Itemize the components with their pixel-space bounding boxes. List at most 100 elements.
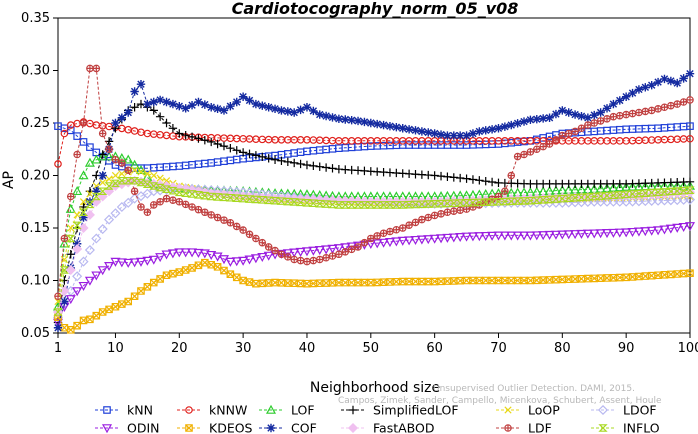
data-point-kdeos (481, 276, 490, 285)
y-axis-label: AP (1, 171, 17, 189)
data-point-ldf (73, 150, 81, 159)
data-point-cof (475, 127, 484, 136)
data-point-odin (506, 231, 517, 241)
data-point-odin (238, 256, 249, 266)
data-point-simplifiedlof (264, 154, 273, 163)
data-point-cof (149, 97, 158, 107)
data-point-kdeos (73, 321, 81, 330)
data-point-cof (653, 77, 663, 87)
data-point-inflo (570, 193, 580, 202)
data-point-odin (544, 230, 555, 240)
data-point-knnw (73, 119, 81, 128)
data-point-ldf (430, 211, 439, 220)
x-tick-label: 60 (426, 341, 443, 356)
data-point-cof (315, 110, 324, 119)
legend-marker-kdeos (185, 424, 193, 432)
data-point-ldf (609, 112, 618, 121)
data-point-ldf (354, 243, 362, 251)
series-line-loop (57, 169, 691, 302)
data-point-inflo (461, 199, 472, 207)
data-point-kdeos (92, 311, 101, 320)
data-point-ldf (245, 230, 254, 239)
data-point-odin (557, 230, 568, 240)
data-point-fastabod (84, 209, 95, 220)
data-point-inflo (519, 197, 529, 205)
data-point-odin (436, 234, 447, 244)
data-point-cof (570, 110, 580, 119)
data-point-inflo (442, 199, 453, 208)
data-point-inflo (640, 189, 650, 197)
data-point-inflo (564, 194, 574, 202)
data-point-odin (97, 266, 108, 276)
data-point-kdeos (130, 292, 139, 301)
data-point-ldf (162, 194, 171, 203)
data-point-simplifiedlof (168, 124, 178, 133)
data-point-loop (99, 178, 107, 187)
data-point-loop (162, 177, 171, 185)
data-point-kdeos (149, 278, 158, 287)
data-point-simplifiedlof (475, 176, 484, 185)
data-point-inflo (347, 201, 357, 209)
data-point-inflo (187, 190, 197, 198)
x-tick-label: 20 (171, 341, 188, 356)
data-point-ldf (213, 213, 222, 222)
data-point-kdeos (181, 266, 190, 274)
data-point-cof (200, 100, 210, 109)
data-point-ldf (584, 121, 592, 129)
data-point-odin (129, 258, 140, 268)
y-tick-label: 0.35 (21, 11, 50, 26)
data-point-odin (104, 262, 115, 272)
data-point-odin (455, 233, 466, 243)
data-point-kdeos (156, 275, 164, 283)
data-point-inflo (398, 201, 408, 209)
data-point-inflo (525, 196, 536, 205)
data-point-ldof (84, 245, 95, 256)
legend-marker-knnw (185, 406, 193, 414)
legend-label-lof: LOF (291, 403, 315, 418)
data-point-simplifiedlof (251, 151, 261, 160)
data-point-ldf (679, 98, 688, 106)
data-point-inflo (672, 187, 682, 195)
data-point-knn (66, 126, 75, 135)
data-point-odin (218, 255, 229, 265)
data-point-simplifiedlof (130, 103, 139, 112)
data-point-inflo (615, 191, 625, 199)
data-point-inflo (129, 176, 140, 185)
data-point-simplifiedlof (245, 149, 254, 159)
legend-label-ldof: LDOF (623, 403, 657, 418)
data-point-lof (129, 159, 140, 169)
data-point-cof (507, 120, 516, 130)
data-point-cof (577, 111, 586, 121)
data-point-ldf (558, 131, 567, 140)
data-point-simplifiedlof (685, 177, 695, 186)
data-point-loop (156, 174, 164, 182)
data-point-kdeos (175, 268, 184, 276)
series-line-lof (57, 156, 690, 307)
data-point-ldf (673, 100, 682, 108)
data-point-ldf (398, 224, 407, 232)
data-point-odin (608, 228, 619, 238)
data-point-odin (423, 235, 434, 245)
data-point-cof (328, 113, 337, 122)
data-point-cof (341, 115, 350, 124)
data-point-cof (283, 107, 293, 116)
data-point-odin (295, 247, 306, 257)
data-point-ldf (501, 187, 509, 195)
data-point-kdeos (411, 277, 420, 286)
legend-marker-simplifiedlof (348, 405, 358, 415)
data-point-simplifiedlof (66, 250, 75, 259)
data-point-odin (257, 252, 268, 263)
data-point-odin (340, 243, 351, 253)
data-point-cof (424, 128, 433, 137)
data-point-cof (545, 113, 554, 122)
data-point-ldof (72, 271, 83, 282)
data-point-inflo (59, 266, 70, 274)
data-point-cof (538, 114, 548, 123)
data-point-inflo (91, 192, 101, 201)
y-tick-label: 0.20 (21, 169, 50, 184)
data-point-ldf (603, 115, 611, 123)
data-point-kdeos (201, 258, 209, 267)
x-tick-label: 50 (363, 341, 380, 356)
data-point-simplifiedlof (487, 177, 497, 187)
data-point-ldf (207, 211, 216, 219)
